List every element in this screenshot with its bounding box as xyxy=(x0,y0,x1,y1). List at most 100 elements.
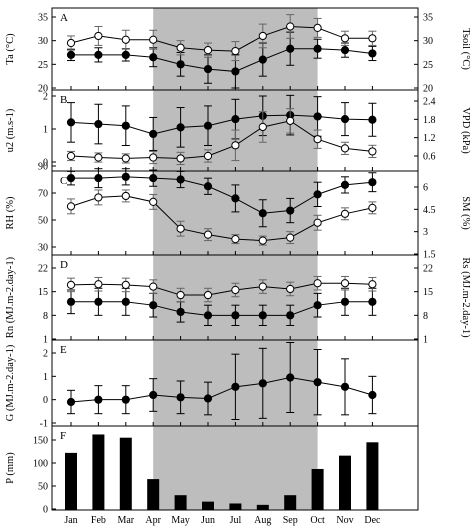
month-axis: Jan Feb Mar Apr May Jun Jul Aug Sep Oct Nov Dec xyxy=(64,515,381,526)
data-point-dec xyxy=(368,34,377,43)
data-point-dec xyxy=(368,115,377,124)
data-point-dec xyxy=(368,147,377,156)
data-point-mar xyxy=(121,191,130,201)
left-axis-label: RH (%) xyxy=(5,196,16,229)
data-point-apr xyxy=(149,197,158,206)
data-point-oct xyxy=(313,44,322,53)
series-filled xyxy=(66,342,377,420)
data-point-sep xyxy=(286,373,295,382)
left-tick-label: 70 xyxy=(38,189,48,200)
right-tick-label: 15 xyxy=(423,287,433,298)
right-tick-label: 22 xyxy=(423,264,433,275)
data-point-jul xyxy=(231,311,240,320)
data-point-mar xyxy=(121,297,130,306)
left-tick-label: -1 xyxy=(40,419,48,430)
panel-f: F 0 50 100 150 P (mm) xyxy=(5,425,419,516)
month-label-aug: Aug xyxy=(254,515,271,526)
left-tick-label: 1 xyxy=(43,372,48,383)
data-point-jun xyxy=(203,230,213,239)
data-point-aug xyxy=(258,311,267,320)
data-point-feb xyxy=(94,395,103,404)
data-point-jan xyxy=(66,397,76,407)
data-point-sep xyxy=(286,22,295,31)
precip-bar-jan xyxy=(65,452,77,510)
left-tick-label: 15 xyxy=(38,287,48,298)
data-point-nov xyxy=(340,180,350,189)
data-point-aug xyxy=(258,31,267,41)
data-point-feb xyxy=(94,297,103,306)
right-axis-label: Rs (MJ.m-2.day-1) xyxy=(460,257,471,338)
right-tick-label: 1.8 xyxy=(423,115,436,126)
series-filled xyxy=(66,168,377,228)
data-point-nov xyxy=(340,297,350,306)
series-line xyxy=(70,195,373,242)
data-point-feb xyxy=(94,174,103,183)
data-point-mar xyxy=(121,172,130,181)
data-point-apr xyxy=(149,174,158,183)
data-point-may xyxy=(176,393,185,402)
data-point-apr xyxy=(149,53,158,62)
month-label-jun: Jun xyxy=(201,515,215,526)
right-tick-label: 1.5 xyxy=(423,250,436,261)
left-tick-label: 100 xyxy=(33,459,48,470)
data-point-jun xyxy=(203,311,213,320)
panel-e: E -1 0 1 2 G (MJ.m-2.day-1) xyxy=(5,339,419,430)
month-label-may: May xyxy=(171,515,189,526)
right-tick-label: 6 xyxy=(423,183,428,194)
data-point-may xyxy=(176,307,185,317)
data-point-jun xyxy=(203,394,213,403)
left-tick-label: 30 xyxy=(38,243,48,254)
month-label-sep: Sep xyxy=(283,515,298,526)
left-tick-label: 50 xyxy=(38,216,48,227)
left-tick-label: 90 xyxy=(38,162,48,173)
right-axis-label: SM (%) xyxy=(460,196,471,230)
data-point-aug xyxy=(258,122,267,132)
panel-letter: A xyxy=(60,12,68,24)
right-tick-label: 30 xyxy=(423,36,433,47)
data-point-dec xyxy=(368,178,377,187)
month-label-feb: Feb xyxy=(91,515,106,526)
series-filled xyxy=(66,287,377,326)
right-axis-label: VPD (kPa) xyxy=(460,107,471,154)
series-line xyxy=(70,114,373,135)
panel-letter: D xyxy=(60,259,68,271)
right-tick-label: 35 xyxy=(423,13,433,24)
left-tick-label: 0 xyxy=(43,158,48,169)
data-point-aug xyxy=(258,282,267,291)
data-point-mar xyxy=(121,280,130,290)
precip-bar-oct xyxy=(311,468,324,510)
left-tick-label: 30 xyxy=(38,36,48,47)
data-point-nov xyxy=(340,382,350,391)
precip-bar-may xyxy=(174,495,187,510)
data-point-dec xyxy=(368,390,377,400)
left-tick-label: 0 xyxy=(43,395,48,406)
data-point-mar xyxy=(121,154,130,163)
data-point-oct xyxy=(313,190,322,199)
data-point-sep xyxy=(286,206,295,215)
data-point-jul xyxy=(231,382,240,391)
data-point-jun xyxy=(203,46,213,55)
data-point-jun xyxy=(203,64,213,74)
data-point-jul xyxy=(231,67,240,76)
left-axis-label: Ta (°C) xyxy=(5,33,16,65)
series-line xyxy=(70,120,373,159)
data-point-oct xyxy=(313,279,322,288)
precip-bar-dec xyxy=(366,442,379,510)
month-label-nov: Nov xyxy=(336,515,353,526)
right-axis-label: Tsoil (°C) xyxy=(460,28,471,70)
data-point-mar xyxy=(121,121,130,130)
month-label-jan: Jan xyxy=(64,515,77,526)
series-filled xyxy=(66,31,377,89)
data-point-jan xyxy=(66,118,76,127)
data-point-may xyxy=(176,60,185,69)
data-point-dec xyxy=(368,49,377,58)
data-point-jun xyxy=(203,182,213,191)
data-point-mar xyxy=(121,395,130,404)
data-point-jul xyxy=(231,194,240,203)
series-line xyxy=(70,25,373,52)
data-point-sep xyxy=(286,44,295,53)
panel-letter: E xyxy=(60,344,67,356)
data-point-mar xyxy=(121,50,130,59)
data-point-jan xyxy=(66,174,76,183)
